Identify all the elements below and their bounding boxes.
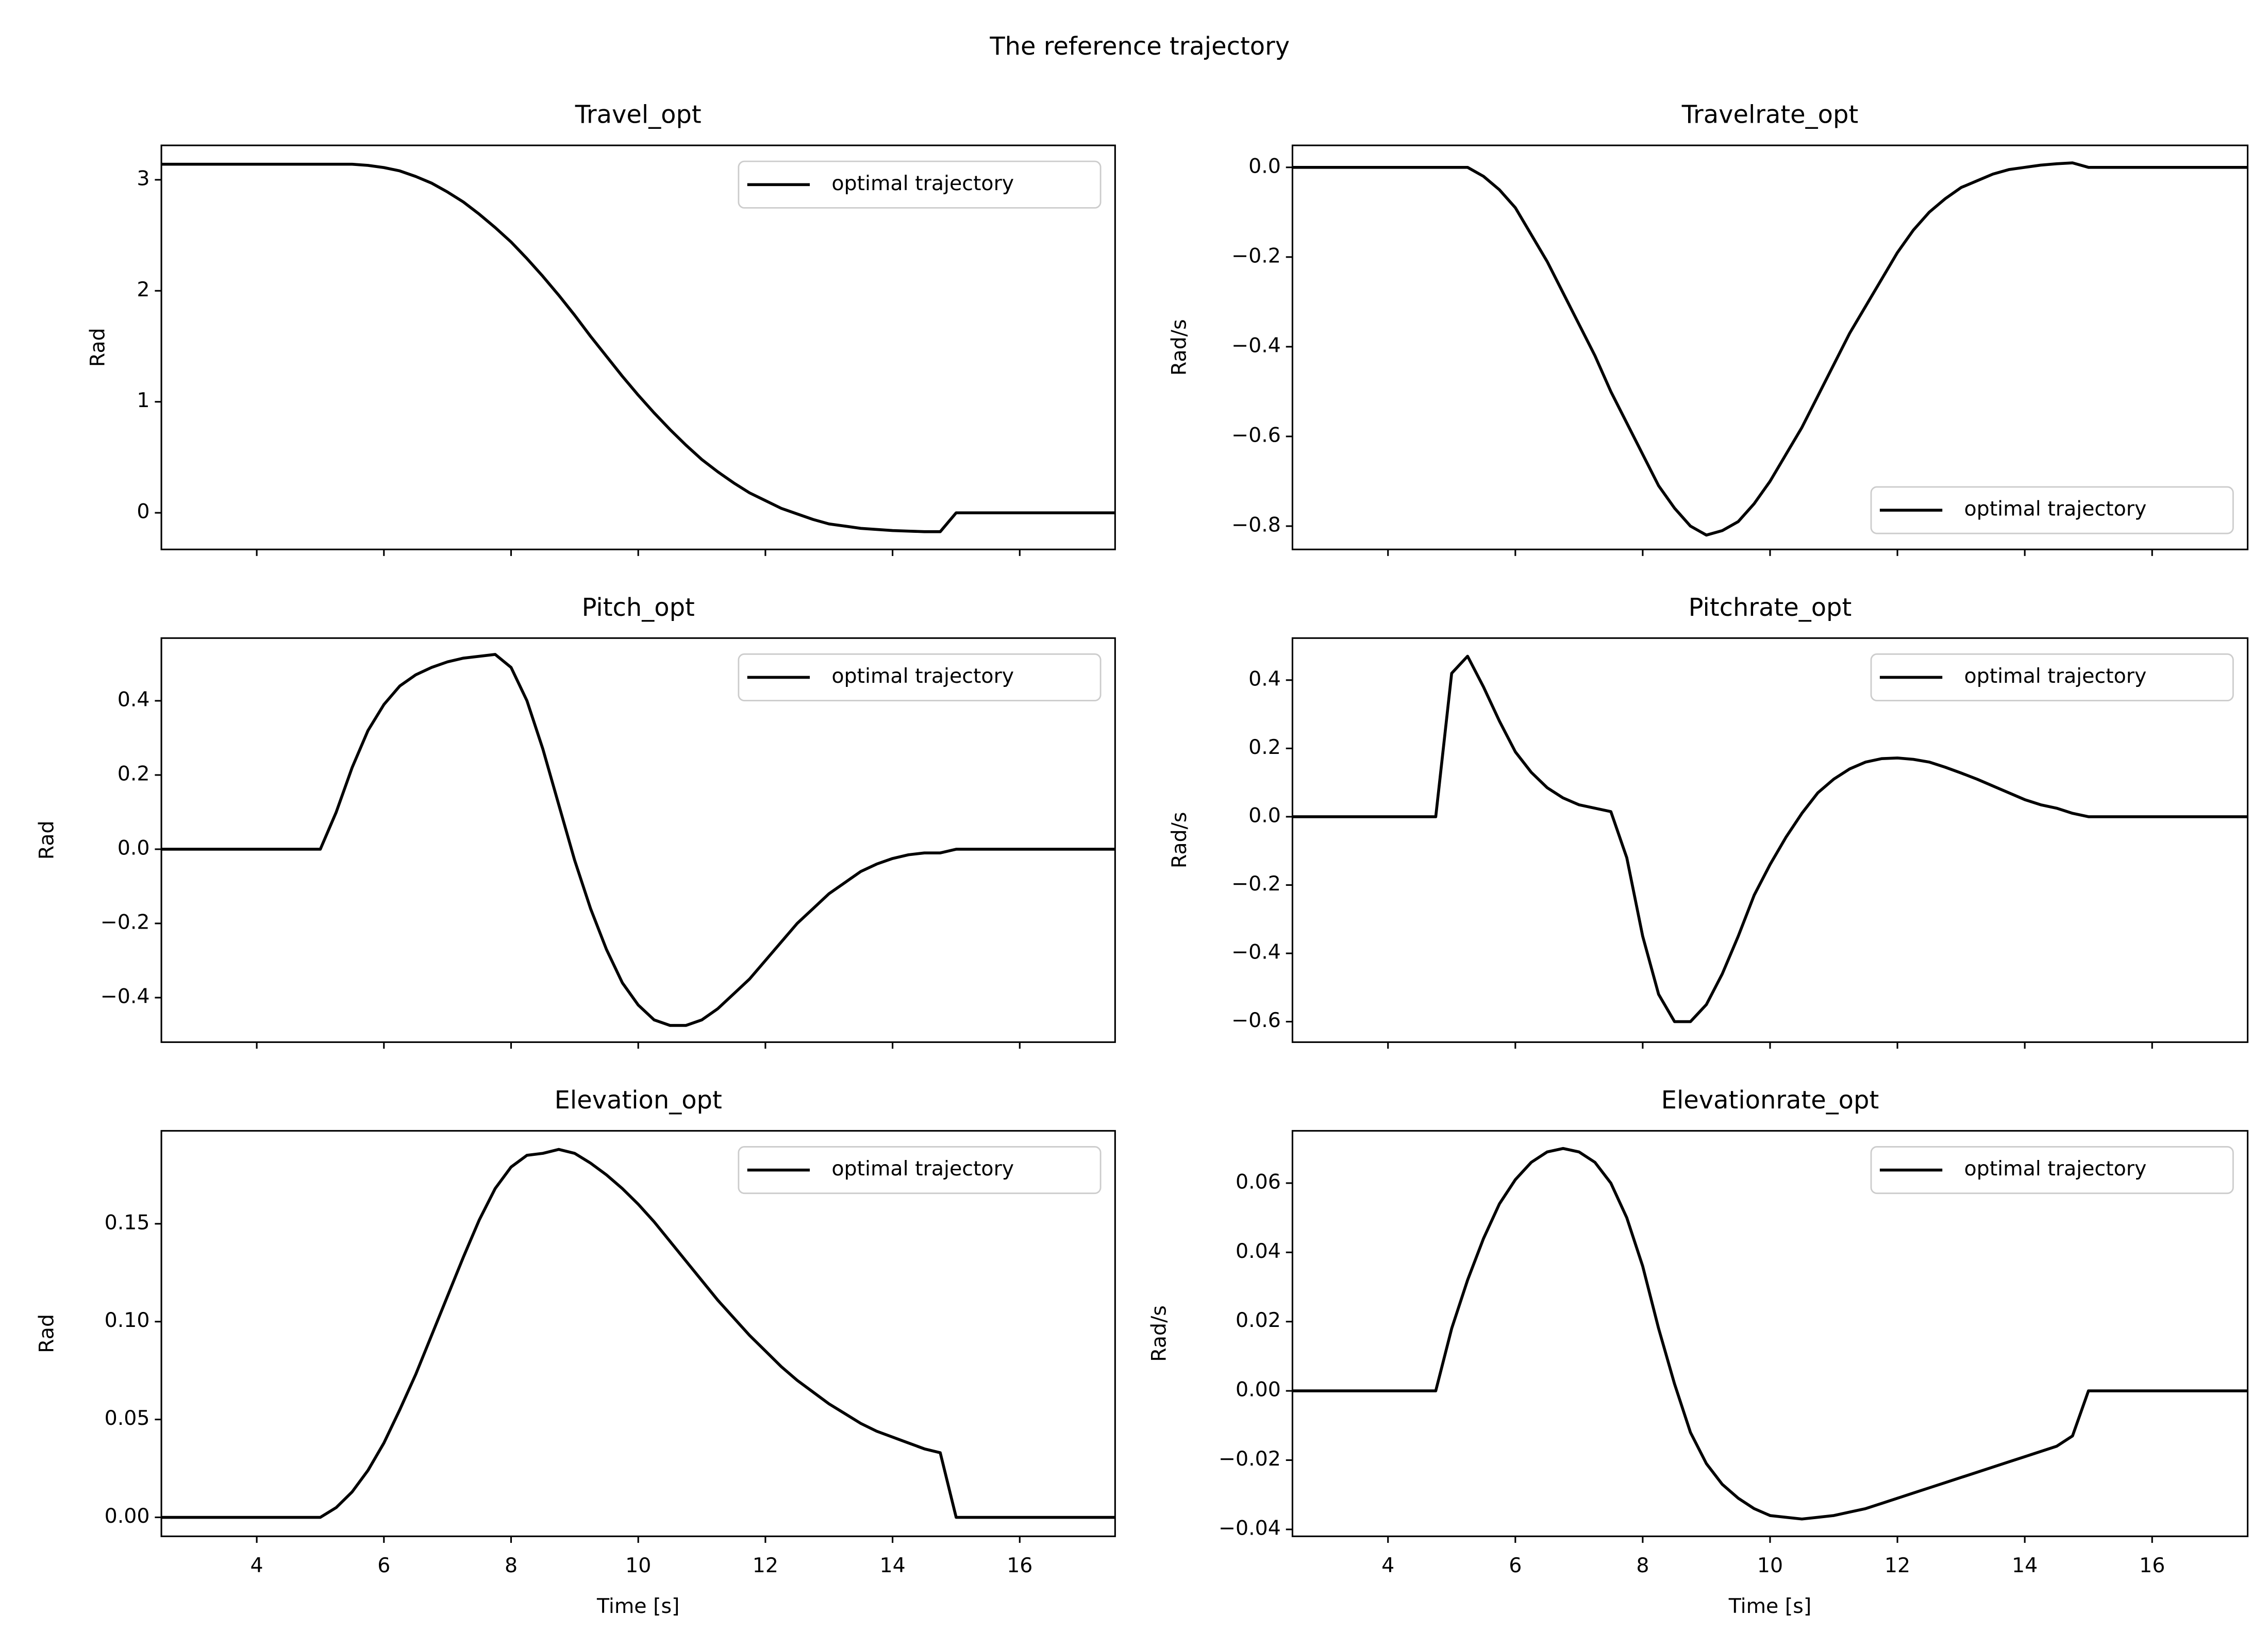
y-axis-label: Rad/s — [1147, 1305, 1171, 1362]
y-tick-label: 0.15 — [105, 1210, 150, 1234]
chart-title: Pitch_opt — [582, 594, 695, 622]
y-tick-label: 0.06 — [1236, 1170, 1281, 1193]
y-tick-label: 1 — [137, 389, 149, 412]
x-tick-label: 8 — [505, 1554, 518, 1577]
x-tick-label: 6 — [1509, 1554, 1522, 1577]
y-tick-label: −0.4 — [101, 984, 150, 1008]
chart-title: Pitchrate_opt — [1689, 594, 1852, 622]
y-tick-label: 0.04 — [1236, 1239, 1281, 1263]
chart-title: Travelrate_opt — [1681, 101, 1858, 129]
x-tick-label: 12 — [753, 1554, 778, 1577]
x-tick-label: 4 — [1381, 1554, 1394, 1577]
line-series — [1292, 654, 2248, 1023]
y-tick-label: 0.2 — [1248, 735, 1281, 759]
legend-label: optimal trajectory — [831, 664, 1014, 688]
y-tick-label: −0.8 — [1231, 513, 1281, 536]
y-tick-label: 0.02 — [1236, 1308, 1281, 1332]
legend — [1870, 486, 2234, 534]
y-axis-label: Rad — [35, 1314, 59, 1353]
plot-frame — [160, 637, 1116, 1043]
y-axis-label: Rad/s — [1168, 812, 1191, 868]
legend-label: optimal trajectory — [831, 1157, 1014, 1181]
x-axis-label: Time [s] — [1728, 1594, 1812, 1618]
y-axis-label: Rad — [35, 820, 59, 860]
line-series — [161, 653, 1115, 1027]
figure-title: The reference trajectory — [989, 32, 1290, 61]
plot-frame — [160, 144, 1116, 550]
x-tick-label: 8 — [1636, 1554, 1649, 1577]
line-series — [161, 1148, 1115, 1519]
legend-label: optimal trajectory — [831, 172, 1014, 195]
y-tick-label: 0.00 — [105, 1504, 150, 1528]
line-series — [161, 162, 1115, 533]
legend — [1870, 653, 2234, 701]
x-tick-label: 14 — [2012, 1554, 2038, 1577]
legend-label: optimal trajectory — [1964, 497, 2147, 521]
y-tick-label: −0.2 — [1231, 244, 1281, 267]
y-tick-label: −0.6 — [1231, 423, 1281, 447]
y-tick-label: 0 — [137, 500, 149, 524]
legend — [738, 160, 1102, 209]
line-series — [1292, 161, 2248, 537]
plot-frame — [1291, 1130, 2249, 1537]
y-tick-label: 0.0 — [118, 836, 150, 860]
x-tick-label: 10 — [1757, 1554, 1783, 1577]
y-tick-label: −0.6 — [1231, 1008, 1281, 1032]
y-tick-label: 0.10 — [105, 1308, 150, 1332]
line-series — [1292, 1147, 2248, 1521]
y-tick-label: 0.0 — [1248, 803, 1281, 827]
y-tick-label: 0.4 — [1248, 667, 1281, 691]
x-axis-label: Time [s] — [596, 1594, 680, 1618]
y-tick-label: −0.4 — [1231, 333, 1281, 357]
y-tick-label: 0.4 — [118, 687, 150, 711]
x-tick-label: 14 — [879, 1554, 905, 1577]
x-tick-label: 4 — [251, 1554, 263, 1577]
x-tick-label: 16 — [1007, 1554, 1032, 1577]
chart-title: Elevationrate_opt — [1661, 1086, 1879, 1115]
y-tick-label: 0.05 — [105, 1406, 150, 1430]
chart-title: Travel_opt — [575, 101, 702, 129]
x-tick-label: 16 — [2139, 1554, 2165, 1577]
y-tick-label: −0.4 — [1231, 940, 1281, 964]
y-tick-label: 2 — [137, 278, 149, 301]
legend-label: optimal trajectory — [1964, 1157, 2147, 1181]
plot-frame — [1291, 637, 2249, 1043]
x-tick-label: 10 — [625, 1554, 651, 1577]
y-tick-label: 0.0 — [1248, 154, 1281, 178]
y-tick-label: −0.02 — [1219, 1447, 1281, 1471]
y-tick-label: 0.2 — [118, 762, 150, 785]
chart-title: Elevation_opt — [555, 1086, 722, 1115]
y-tick-label: 0.00 — [1236, 1378, 1281, 1402]
y-tick-label: −0.2 — [101, 910, 150, 934]
legend — [738, 1146, 1102, 1194]
legend — [1870, 1146, 2234, 1194]
y-tick-label: −0.2 — [1231, 872, 1281, 896]
y-axis-label: Rad/s — [1168, 319, 1191, 376]
x-tick-label: 12 — [1885, 1554, 1910, 1577]
legend — [738, 653, 1102, 701]
y-axis-label: Rad — [86, 328, 109, 367]
y-tick-label: 3 — [137, 166, 149, 190]
plot-frame — [1291, 144, 2249, 550]
y-tick-label: −0.04 — [1219, 1516, 1281, 1540]
legend-label: optimal trajectory — [1964, 664, 2147, 688]
plot-frame — [160, 1130, 1116, 1537]
x-tick-label: 6 — [377, 1554, 390, 1577]
